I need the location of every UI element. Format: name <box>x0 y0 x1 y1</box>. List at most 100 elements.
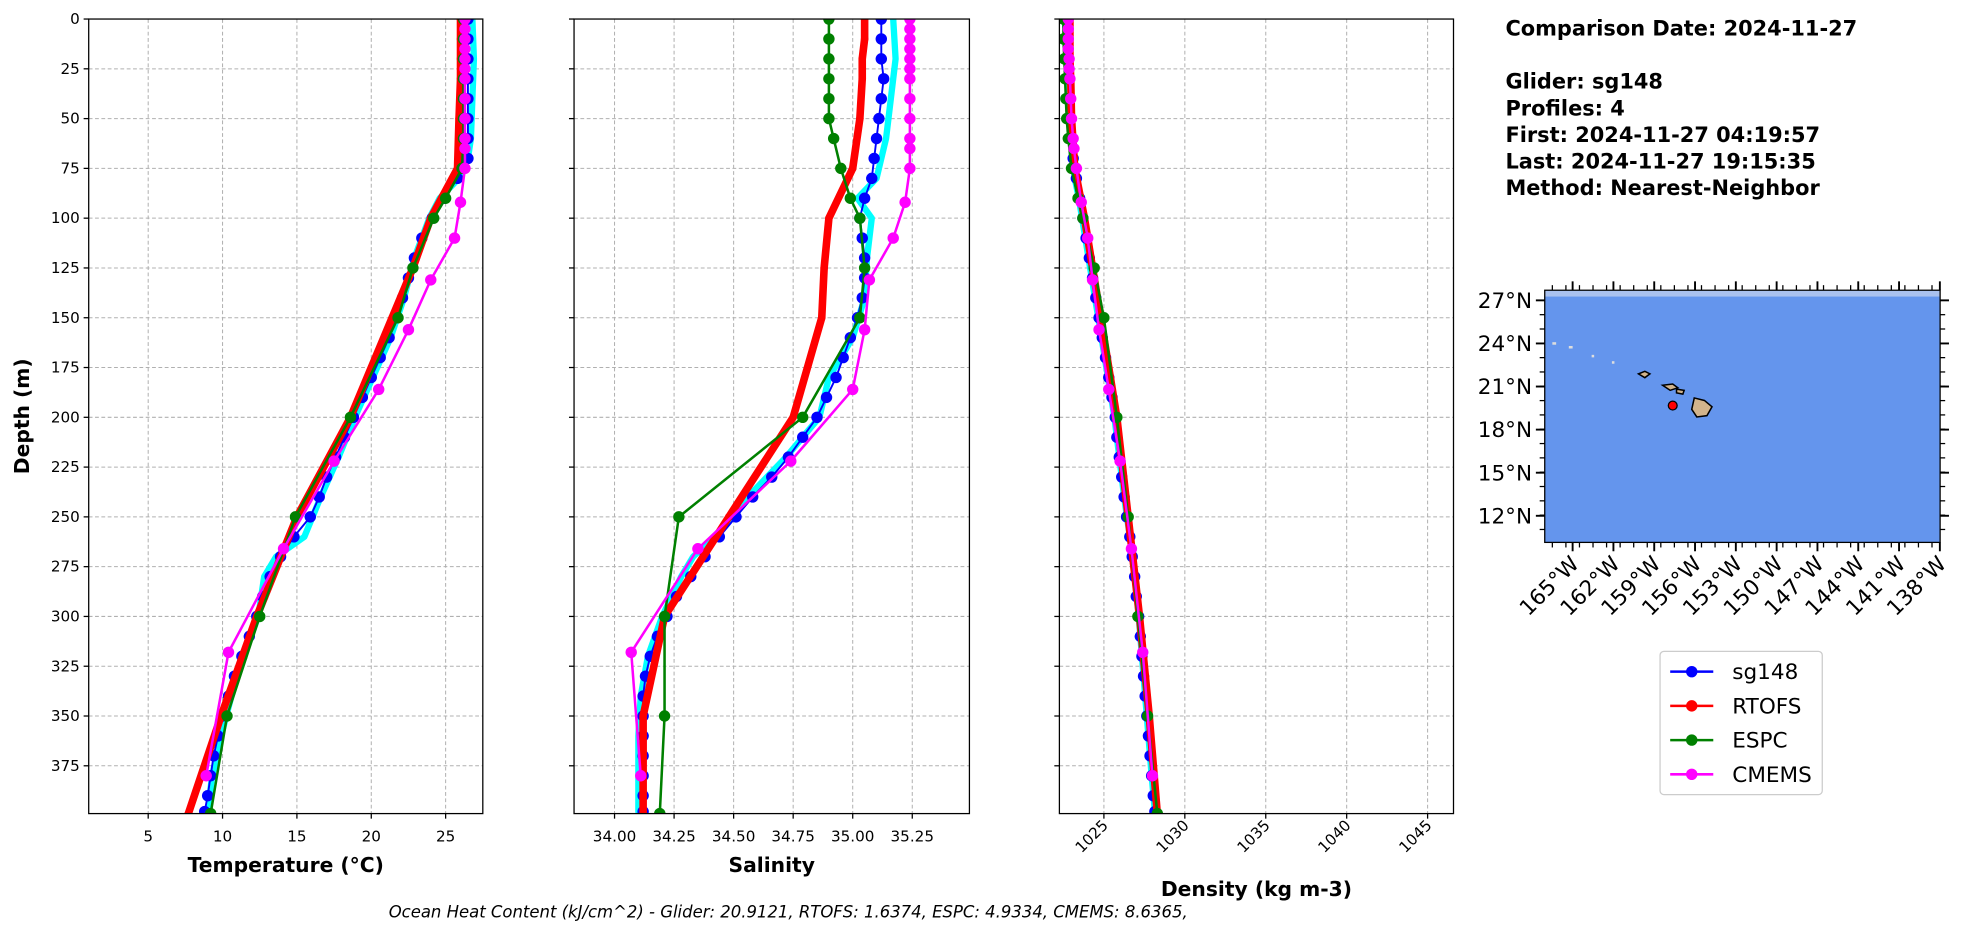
profile-point <box>1082 232 1094 244</box>
profile-point <box>639 712 647 720</box>
profile-point <box>392 312 404 324</box>
profile-point <box>858 262 871 274</box>
y-tick-label: 75 <box>61 159 80 177</box>
profile-point <box>796 431 809 443</box>
profile-point <box>1075 196 1087 208</box>
profile-point <box>184 809 193 814</box>
profile-point <box>887 232 899 244</box>
profile-point <box>459 162 471 175</box>
legend-marker <box>1686 768 1698 781</box>
profile-point <box>858 74 867 83</box>
x-tick-label: 20 <box>362 827 381 845</box>
lat-label: 27°N <box>1478 289 1532 314</box>
y-tick-label: 175 <box>51 359 80 377</box>
x-tick-label: 35.25 <box>891 827 934 845</box>
last-time: Last: 2024-11-27 19:15:35 <box>1505 150 1815 174</box>
profile-point <box>856 114 864 123</box>
y-tick-label: 25 <box>61 60 80 78</box>
profile-point <box>459 142 471 155</box>
profile-point <box>904 33 916 45</box>
x-tick-label: 34.50 <box>712 827 755 845</box>
profile-point <box>904 112 916 125</box>
profile-line <box>204 19 478 814</box>
profile-point <box>459 132 471 145</box>
x-tick-label: 1025 <box>1072 816 1112 856</box>
profile-point <box>1151 807 1164 814</box>
axes-frame <box>573 18 971 815</box>
profile-point <box>1114 455 1126 467</box>
profile-point <box>823 19 835 25</box>
x-tick-label: 35.00 <box>831 827 874 845</box>
profile-point <box>222 646 235 658</box>
profile-point <box>1146 770 1159 782</box>
profile-point <box>904 162 916 175</box>
profile-point <box>692 543 704 555</box>
profile-point <box>407 262 419 274</box>
lat-label: 12°N <box>1478 504 1532 529</box>
y-tick-label: 275 <box>51 558 80 576</box>
atolls <box>1552 342 1615 364</box>
x-tick-label: 15 <box>287 827 306 845</box>
profile-point <box>858 192 871 204</box>
profile-point <box>875 33 888 45</box>
profile-point <box>635 770 647 782</box>
profile-point <box>1065 112 1078 125</box>
island <box>1675 388 1686 396</box>
profile-point <box>221 710 233 722</box>
profile-point <box>1093 323 1105 336</box>
profile-point <box>459 43 471 55</box>
profile-point <box>854 312 866 324</box>
profile-point <box>204 807 217 814</box>
y-tick-label: 50 <box>61 110 80 128</box>
profile-point <box>904 132 916 145</box>
profile-point <box>448 232 461 244</box>
x-axis-label: Salinity <box>729 853 815 877</box>
profile-point <box>860 19 869 23</box>
info-block: Comparison Date: 2024-11-27 Glider: sg14… <box>1505 17 1857 201</box>
profile-point <box>766 471 778 483</box>
profile-point <box>639 809 647 814</box>
profile-point <box>658 610 671 623</box>
profile-point <box>904 43 916 55</box>
y-tick-label: 250 <box>51 508 80 526</box>
profile-point <box>868 152 880 165</box>
profile-point <box>844 192 857 204</box>
profile-point <box>459 92 471 105</box>
profile-point <box>1063 63 1075 75</box>
x-tick-label: 1030 <box>1153 816 1193 856</box>
x-axis-label: Temperature (°C) <box>188 853 384 877</box>
profile-point <box>673 511 685 523</box>
x-tick-label: 25 <box>436 827 455 845</box>
footer-ohc: Ocean Heat Content (kJ/cm^2) - Glider: 2… <box>389 902 1188 921</box>
legend-marker <box>1686 665 1698 678</box>
profile-point <box>796 411 809 424</box>
profile-point <box>454 196 467 208</box>
x-tick-label: 34.75 <box>771 827 814 845</box>
profile-point <box>1098 312 1110 324</box>
profile-point <box>823 33 835 45</box>
legend-label: ESPC <box>1732 729 1787 754</box>
profile-point <box>1064 73 1076 85</box>
profile-point <box>873 112 885 125</box>
profile-count: Profiles: 4 <box>1505 96 1624 120</box>
profile-point <box>877 73 890 85</box>
profile-point <box>425 274 437 286</box>
profile-point <box>201 789 214 802</box>
island <box>1660 383 1680 392</box>
profile-point <box>847 383 859 396</box>
x-axis-label: Density (kg m-3) <box>1161 877 1352 901</box>
profile-point <box>439 192 452 204</box>
profile-point <box>875 92 888 105</box>
atoll <box>1591 354 1595 358</box>
series-group <box>625 19 916 814</box>
profile-point <box>1067 132 1079 145</box>
y-tick-label: 350 <box>51 707 80 725</box>
profile-point <box>789 413 797 422</box>
profile-point <box>1062 43 1074 55</box>
y-tick-label: 225 <box>51 458 80 476</box>
profile-point <box>858 55 867 63</box>
panel: 5 10 15 20 250255075100125150175200225250275… <box>10 10 484 877</box>
x-tick-label: 1040 <box>1315 816 1355 856</box>
profile-point <box>904 23 916 35</box>
